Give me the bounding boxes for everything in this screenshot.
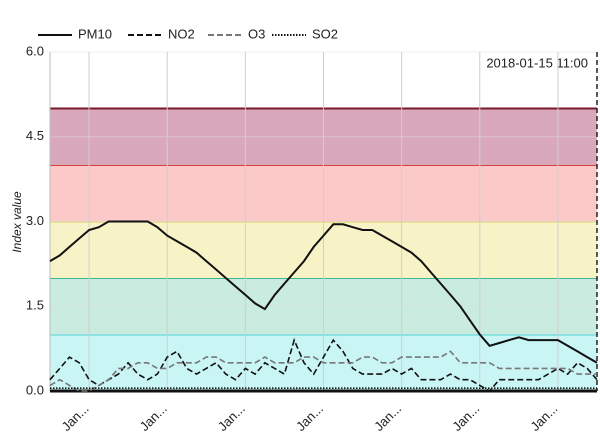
annotation: 2018-01-15 11:00 xyxy=(486,55,588,70)
x-tick-label: Jan... xyxy=(215,401,248,434)
x-tick-label: Jan... xyxy=(449,401,482,434)
series-line xyxy=(49,350,597,392)
x-tick-label: Jan... xyxy=(371,401,404,434)
legend-label: NO2 xyxy=(168,26,195,41)
y-tick-label: 6.0 xyxy=(26,43,44,58)
y-tick-label: 0.0 xyxy=(26,382,44,397)
series-line xyxy=(49,220,598,364)
y-tick-label: 4.5 xyxy=(26,128,44,143)
legend-label: SO2 xyxy=(312,26,338,41)
x-tick-label: Jan... xyxy=(527,401,560,434)
x-tick-label: Jan... xyxy=(59,401,92,434)
series-line xyxy=(49,337,598,393)
x-tick-label: Jan... xyxy=(293,401,326,434)
y-axis-label: Index value xyxy=(10,191,24,253)
legend-label: O3 xyxy=(248,26,265,41)
y-tick-label: 3.0 xyxy=(26,213,44,228)
y-tick-label: 1.5 xyxy=(26,298,44,313)
legend-label: PM10 xyxy=(78,26,112,41)
x-tick-label: Jan... xyxy=(137,401,170,434)
